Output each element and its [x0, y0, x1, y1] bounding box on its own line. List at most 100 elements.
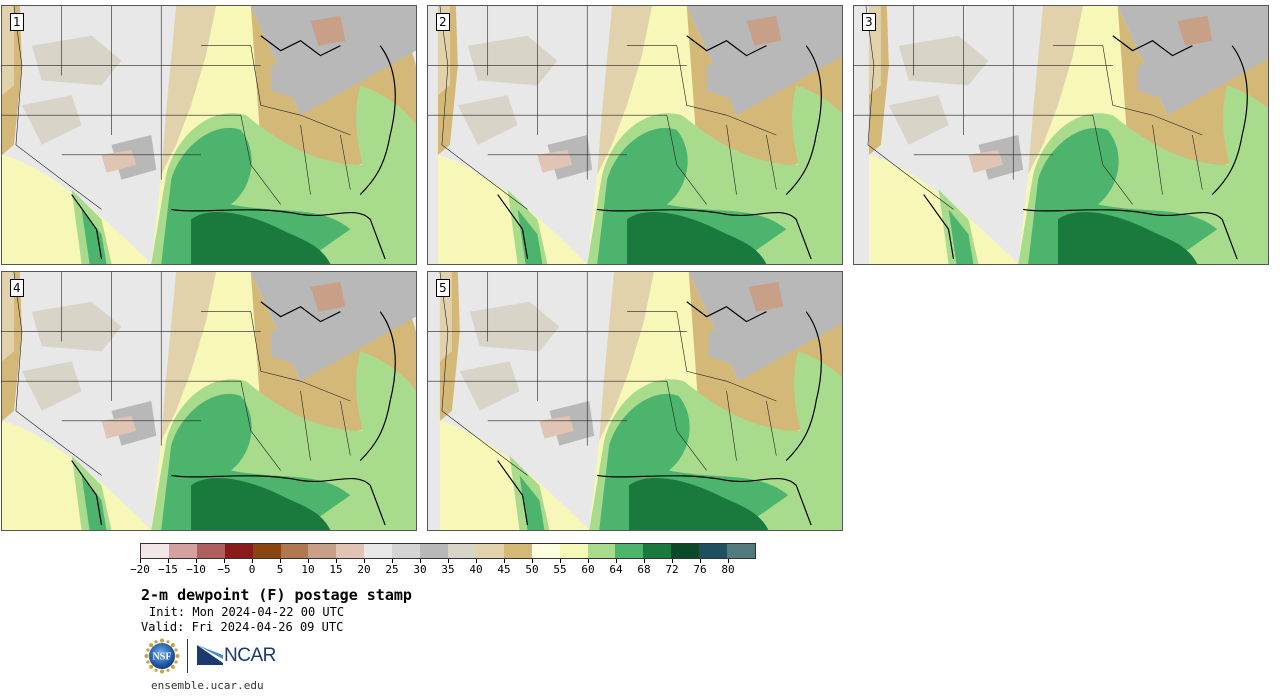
colorbar-swatch	[503, 544, 532, 558]
colorbar-tick-mark	[280, 559, 281, 563]
colorbar-tick-mark	[336, 559, 337, 563]
colorbar-tick-mark	[700, 559, 701, 563]
dewpoint-contour-fill	[31, 301, 122, 352]
coastline-segment	[785, 311, 822, 461]
colorbar-tick-label: 10	[301, 563, 315, 576]
ncar-logo-text: NCAR	[224, 645, 276, 666]
postage-stamp-panel-2: 2	[427, 5, 843, 265]
state-boundary	[439, 272, 528, 476]
coastline-segment	[260, 301, 341, 323]
coastline-segment	[71, 460, 103, 526]
colorbar-tick-label: 20	[357, 563, 371, 576]
dewpoint-contour-fill	[708, 321, 789, 367]
colorbar-swatch	[392, 544, 421, 558]
colorbar-tick-label: 76	[693, 563, 707, 576]
colorbar-swatch	[141, 544, 169, 558]
state-boundary	[865, 6, 954, 210]
dewpoint-field	[428, 6, 842, 264]
coastline-segment	[359, 45, 396, 195]
dewpoint-contour-fill	[21, 95, 82, 145]
colorbar-tick-mark	[588, 559, 589, 563]
dewpoint-contour-fill	[457, 95, 518, 145]
state-boundary	[487, 6, 588, 180]
dewpoint-contour-fill	[968, 149, 1004, 173]
nsf-logo-icon: NSF	[144, 638, 180, 674]
dewpoint-contour-fill	[101, 149, 137, 173]
nsf-logo-text: NSF	[153, 652, 172, 663]
state-boundary	[2, 65, 261, 156]
valid-time: Valid: Fri 2024-04-26 09 UTC	[141, 620, 344, 634]
coastline-segment	[1211, 45, 1248, 195]
colorbar-tick-label: 60	[581, 563, 595, 576]
colorbar-tick-mark	[560, 559, 561, 563]
colorbar-tick-label: 64	[609, 563, 623, 576]
dewpoint-contour-fill	[948, 209, 974, 264]
colorbar-swatch	[252, 544, 281, 558]
coastline-segment	[1112, 35, 1193, 57]
coastline-segment	[359, 311, 396, 461]
colorbar-tick-label: 15	[329, 563, 343, 576]
dewpoint-contour-fill	[1028, 6, 1083, 175]
coastline-segment	[597, 208, 812, 260]
colorbar-tick-mark	[504, 559, 505, 563]
state-boundary	[240, 381, 351, 471]
colorbar-swatch	[196, 544, 225, 558]
logo-divider	[187, 639, 188, 673]
dewpoint-map-3	[854, 6, 1268, 264]
colorbar-tick-label: 72	[665, 563, 679, 576]
coastline	[71, 301, 396, 526]
dewpoint-contour-fill	[597, 6, 652, 175]
dewpoint-contour-fill	[161, 272, 216, 441]
colorbar-tick-label: 80	[721, 563, 735, 576]
dewpoint-contour-fill	[270, 321, 351, 367]
state-boundary	[487, 272, 588, 446]
colorbar-tick-label: 0	[248, 563, 256, 576]
coastline	[497, 35, 822, 260]
dewpoint-contour-fill	[792, 85, 842, 195]
coastline	[923, 35, 1248, 260]
state-boundary	[428, 331, 687, 422]
colorbar-tick-mark	[224, 559, 225, 563]
dewpoint-contour-fill	[21, 361, 82, 411]
dewpoint-contour-fill	[161, 6, 216, 175]
postage-stamp-panel-4: 4	[1, 271, 417, 531]
state-boundary	[913, 6, 1014, 180]
coastline-segment	[597, 474, 812, 526]
dewpoint-contour-fill	[1177, 15, 1213, 46]
colorbar-tick-mark	[448, 559, 449, 563]
colorbar-swatch	[587, 544, 616, 558]
colorbar-swatch	[308, 544, 337, 558]
state-boundary	[2, 331, 261, 422]
colorbar-tick-mark	[168, 559, 169, 563]
footer-url: ensemble.ucar.edu	[151, 679, 264, 692]
colorbar-tick-label: −20	[130, 563, 150, 576]
colorbar-ticks: −20 −15 −10 −5 0 5 10 15 20 25 30 35 40 45 50 55 60 64 68 7…	[130, 559, 756, 579]
dewpoint-contour-fill	[599, 272, 654, 441]
colorbar-tick-mark	[476, 559, 477, 563]
dewpoint-contour-fill	[1058, 211, 1198, 264]
dewpoint-contour-fill	[888, 95, 949, 145]
dewpoint-map-4	[2, 272, 416, 530]
colorbar-swatch	[531, 544, 560, 558]
dewpoint-field	[2, 272, 416, 530]
coastline-segment	[171, 208, 386, 260]
coastline-segment	[171, 474, 386, 526]
colorbar-tick-label: −10	[186, 563, 206, 576]
colorbar-swatch	[168, 544, 197, 558]
colorbar-tick-mark	[140, 559, 141, 563]
dewpoint-contour-fill	[539, 415, 575, 439]
panel-label: 4	[10, 279, 24, 297]
panel-label: 5	[436, 279, 450, 297]
coastline-segment	[497, 460, 529, 526]
colorbar-tick-label: 68	[637, 563, 651, 576]
state-boundary	[61, 272, 162, 446]
colorbar-tick-label: 50	[525, 563, 539, 576]
colorbar-tick-label: 55	[553, 563, 567, 576]
colorbar-swatch	[643, 544, 672, 558]
dewpoint-contour-fill	[191, 477, 331, 530]
state-boundary	[439, 6, 528, 210]
state-boundary	[627, 311, 777, 402]
dewpoint-contour-fill	[101, 415, 137, 439]
colorbar-tick-mark	[196, 559, 197, 563]
colorbar-tick-label: −5	[217, 563, 231, 576]
